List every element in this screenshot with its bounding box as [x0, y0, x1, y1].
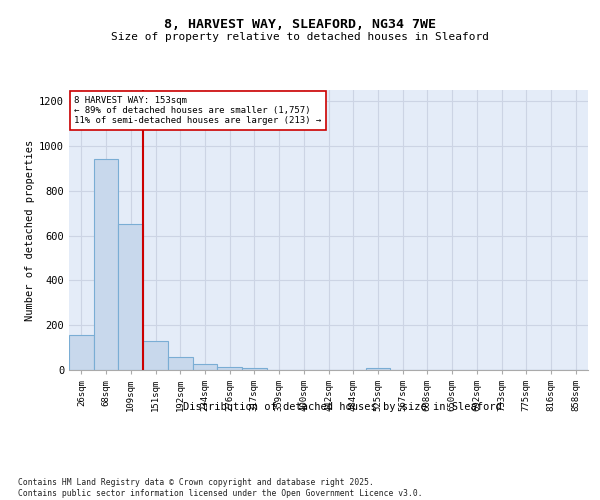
Bar — [69, 336, 94, 370]
Bar — [118, 224, 143, 370]
Bar — [143, 341, 168, 370]
Text: Size of property relative to detached houses in Sleaford: Size of property relative to detached ho… — [111, 32, 489, 42]
Bar — [242, 368, 267, 370]
Bar — [217, 368, 242, 370]
Bar — [94, 160, 118, 370]
Text: 8, HARVEST WAY, SLEAFORD, NG34 7WE: 8, HARVEST WAY, SLEAFORD, NG34 7WE — [164, 18, 436, 30]
Text: Contains HM Land Registry data © Crown copyright and database right 2025.
Contai: Contains HM Land Registry data © Crown c… — [18, 478, 422, 498]
Text: 8 HARVEST WAY: 153sqm
← 89% of detached houses are smaller (1,757)
11% of semi-d: 8 HARVEST WAY: 153sqm ← 89% of detached … — [74, 96, 322, 126]
Y-axis label: Number of detached properties: Number of detached properties — [25, 140, 35, 320]
Bar — [365, 368, 390, 370]
Text: Distribution of detached houses by size in Sleaford: Distribution of detached houses by size … — [182, 402, 502, 412]
Bar — [168, 356, 193, 370]
Bar — [193, 364, 217, 370]
